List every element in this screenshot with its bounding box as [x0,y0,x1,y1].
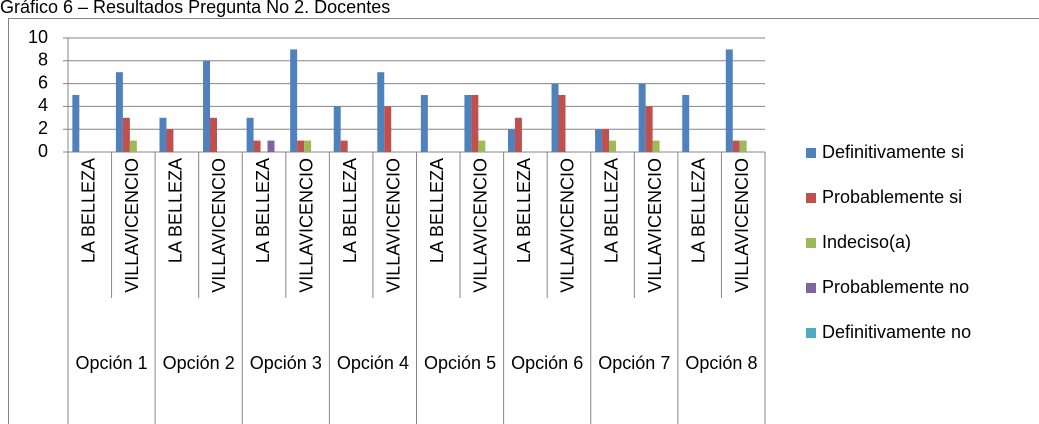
bar [420,95,428,152]
bar [203,60,211,152]
group-label: Opción 8 [685,353,758,373]
bar [304,140,312,152]
group-label: Opción 3 [249,353,322,373]
legend-swatch [806,148,816,158]
x-tick-label: LA BELLEZA [340,158,360,263]
bar [464,95,472,152]
chart-title: Gráfico 6 – Resultados Pregunta No 2. Do… [0,0,390,17]
x-tick-label: VILLAVICENCIO [383,158,403,293]
group-label: Opción 1 [75,353,148,373]
bar [652,140,660,152]
x-tick-label: LA BELLEZA [166,158,186,263]
x-tick-label: LA BELLEZA [688,158,708,263]
legend-swatch [806,193,816,203]
bar [129,140,137,152]
bar [725,49,733,152]
bar [384,106,392,152]
legend-swatch [806,283,816,293]
bar [514,117,522,152]
legend-label: Definitivamente si [822,142,964,162]
bar [595,129,603,152]
x-tick-label: VILLAVICENCIO [296,158,316,293]
bar [253,140,261,152]
legend-swatch [806,238,816,248]
x-tick-label: VILLAVICENCIO [558,158,578,293]
x-tick-label: LA BELLEZA [514,158,534,263]
x-tick-label: VILLAVICENCIO [122,158,142,293]
x-tick-label: VILLAVICENCIO [471,158,491,293]
bar [210,117,217,152]
bar [682,95,690,152]
bar [340,140,348,152]
y-tick-label: 0 [38,141,48,161]
legend-label: Probablemente no [822,277,969,297]
bar [638,83,646,152]
bar [166,129,174,152]
bar [645,106,653,152]
y-tick-label: 6 [38,72,48,92]
x-tick-label: VILLAVICENCIO [209,158,229,293]
bar [609,140,617,152]
group-label: Opción 2 [162,353,235,373]
group-label: Opción 7 [598,353,671,373]
bar [551,83,559,152]
bar [732,140,740,152]
bar [267,140,275,152]
bar [478,140,486,152]
bar [246,117,254,152]
bar [72,95,80,152]
chart-border [8,18,1039,424]
x-tick-label: LA BELLEZA [427,158,447,263]
x-tick-label: LA BELLEZA [601,158,621,263]
bar [558,95,566,152]
bar [115,72,123,152]
bar [471,95,479,152]
bar [159,117,167,152]
legend-label: Indeciso(a) [822,232,911,252]
bar [333,106,341,152]
y-tick-label: 8 [38,50,48,70]
group-label: Opción 5 [424,353,497,373]
legend-label: Definitivamente no [822,322,971,342]
bar [739,140,747,152]
bar [377,72,385,152]
x-tick-label: LA BELLEZA [79,158,99,263]
bar [507,129,515,152]
y-tick-label: 4 [38,95,48,115]
bar [602,129,610,152]
y-tick-label: 10 [28,27,48,47]
bar [290,49,298,152]
group-label: Opción 4 [336,353,409,373]
x-tick-label: VILLAVICENCIO [732,158,752,293]
y-tick-label: 2 [38,118,48,138]
x-tick-label: LA BELLEZA [253,158,273,263]
x-tick-label: VILLAVICENCIO [645,158,665,293]
bar [122,117,130,152]
bar [297,140,305,152]
legend-label: Probablemente si [822,187,962,207]
legend-swatch [806,328,816,338]
group-label: Opción 6 [511,353,584,373]
